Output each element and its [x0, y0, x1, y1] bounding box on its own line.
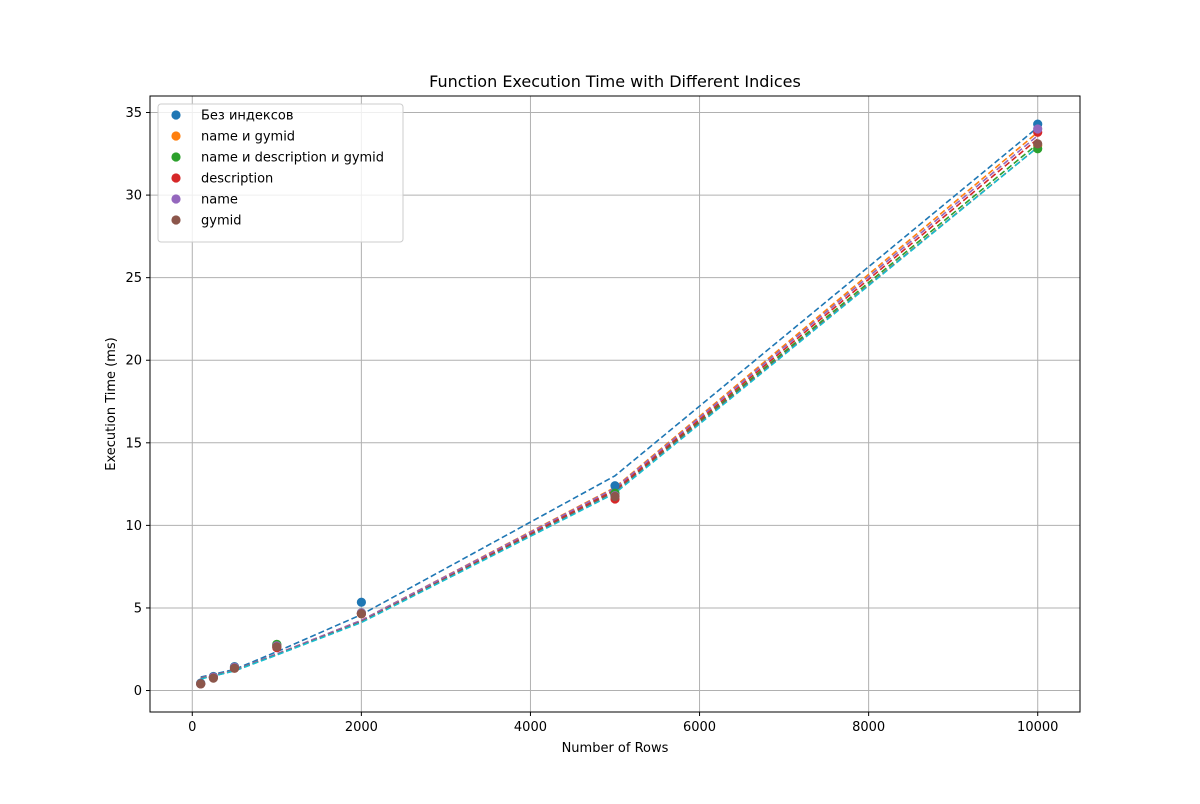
legend-label: name и description и gymid	[201, 151, 384, 166]
point-series-6	[196, 679, 206, 689]
point-series-6	[229, 663, 240, 673]
point-series-1	[356, 597, 366, 607]
grid	[150, 96, 1080, 712]
y-tick-label: 10	[125, 519, 142, 534]
x-tick-label: 8000	[852, 720, 885, 735]
point-series-6	[208, 673, 218, 683]
x-tick-label: 10000	[1017, 720, 1058, 735]
x-tick-label: 0	[188, 720, 196, 735]
legend-marker	[171, 110, 181, 120]
chart-title: Function Execution Time with Different I…	[429, 72, 801, 91]
legend-label: Без индексов	[201, 109, 294, 124]
legend-marker	[171, 194, 181, 204]
y-tick-label: 0	[134, 684, 142, 699]
y-tick-label: 30	[125, 189, 142, 204]
y-tick-label: 35	[125, 106, 142, 121]
axis-ticks: 0 2000 4000 6000 8000 10000 0 5 10 15 20 25 30 35	[125, 106, 1058, 735]
point-series-1	[610, 481, 620, 491]
y-tick-label: 20	[125, 354, 142, 369]
x-tick-label: 2000	[345, 720, 378, 735]
legend-label: description	[201, 172, 273, 187]
legend-label: name	[201, 193, 238, 208]
point-series-6	[610, 491, 620, 502]
plot-frame	[149, 95, 1081, 713]
legend-marker	[171, 131, 181, 141]
legend-marker	[171, 173, 181, 183]
legend-label: name и gymid	[201, 130, 295, 145]
point-series-6	[272, 642, 282, 652]
y-tick-label: 15	[125, 436, 142, 451]
legend-marker	[171, 215, 181, 225]
x-tick-label: 4000	[514, 720, 547, 735]
point-series-6	[356, 609, 366, 619]
y-axis-label: Execution Time (ms)	[104, 337, 119, 470]
legend: Без индексов name и gymid name и descripti…	[157, 103, 404, 243]
point-series-6	[1033, 139, 1043, 149]
data-points	[196, 119, 1043, 689]
y-tick-label: 5	[134, 601, 142, 616]
point-series-5	[1033, 124, 1043, 134]
legend-label: gymid	[201, 214, 241, 229]
x-axis-label: Number of Rows	[562, 741, 669, 756]
x-tick-label: 6000	[683, 720, 716, 735]
y-tick-label: 25	[125, 271, 142, 286]
legend-box	[157, 103, 404, 243]
legend-marker	[171, 152, 181, 162]
